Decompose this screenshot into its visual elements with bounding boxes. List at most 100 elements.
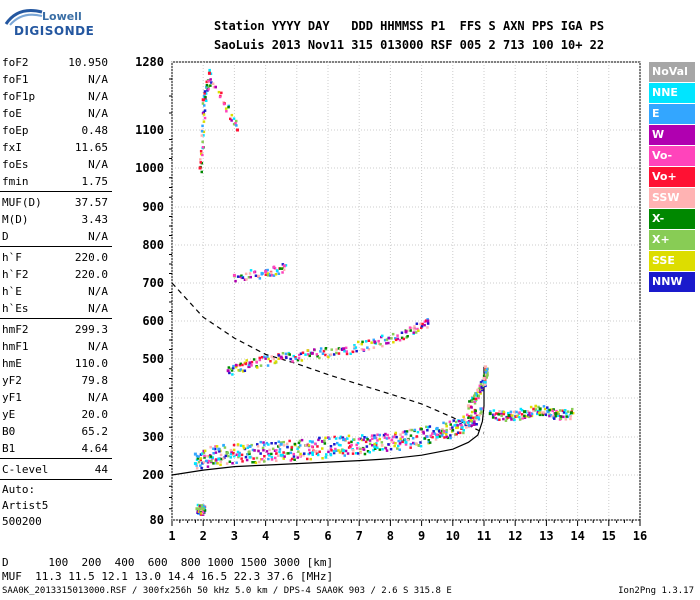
echo-point [289,451,293,455]
echo-point [195,464,198,467]
echo-point [423,323,426,327]
echo-point [275,449,278,452]
echo-point [306,457,309,461]
param-divider [0,246,112,247]
echo-point [271,447,275,451]
echo-point [206,455,209,458]
echo-point [456,426,460,429]
param-name: yF2 [2,374,22,387]
echo-point [452,419,455,422]
echo-point [278,444,281,447]
echo-point [232,364,235,368]
echo-point [207,79,210,83]
echo-point [244,362,247,366]
echo-point [296,358,300,362]
echo-point [426,319,430,323]
echo-point [217,447,221,451]
echo-point [207,88,210,91]
echo-point [247,276,251,279]
echo-point [240,457,243,460]
echo-point [343,454,346,457]
echo-point [368,442,372,446]
echo-point [304,353,307,356]
echo-point [319,350,322,353]
echo-point [218,450,221,453]
echo-point [250,364,253,367]
echo-point [289,459,293,462]
echo-point [473,420,476,423]
echo-point [294,357,298,360]
echo-point [209,455,213,458]
echo-point [316,453,320,457]
echo-point [339,444,342,447]
echo-point [540,411,544,414]
param-value: N/A [88,90,108,103]
echo-point [201,98,205,102]
echo-point [292,354,295,358]
param-row-he: h`E N/A [0,283,112,300]
echo-point [529,414,532,418]
echo-point [532,409,535,412]
echo-point [200,512,203,515]
echo-point [268,448,271,452]
echo-point [242,446,246,450]
echo-point [542,405,546,408]
echo-point [404,430,407,433]
echo-point [321,447,324,450]
echo-point [439,431,442,435]
echo-point [201,102,205,105]
echo-point [339,435,343,439]
echo-point [462,415,465,418]
echo-point [264,270,268,274]
echo-point [200,504,204,507]
echo-point [365,445,369,448]
echo-point [397,444,400,448]
echo-point [428,441,432,444]
echo-point [518,415,521,419]
echo-point [360,342,363,346]
param-value: 10.950 [68,56,108,69]
echo-point [477,394,480,398]
echo-point [571,407,574,411]
param-value: 1.75 [81,175,109,188]
echo-point [556,411,559,414]
echo-point [392,341,395,344]
echo-point [338,436,342,440]
param-row-hes: h`Es N/A [0,300,112,317]
echo-point [288,353,291,356]
echo-point [345,352,349,356]
echo-point [481,388,484,392]
echo-point [479,412,482,415]
echo-point [298,439,302,443]
echo-point [460,424,463,427]
echo-point [390,440,394,443]
echo-point [330,348,333,351]
echo-point [542,411,546,414]
echo-point [308,448,311,452]
echo-point [374,447,377,450]
echo-point [237,455,240,459]
echo-point [398,448,401,451]
plot-frame [171,61,641,521]
echo-point [438,430,441,433]
echo-point [415,322,419,325]
param-name: hmF1 [2,340,29,353]
echo-point [231,462,234,465]
y-tick-label: 1100 [135,123,164,137]
echo-point [247,365,250,369]
echo-point [462,417,466,421]
echo-point [478,414,481,417]
y-tick-label: 300 [142,430,164,444]
echo-point [255,456,259,460]
param-value: 37.57 [74,196,108,209]
param-row-hme: hmE 110.0 [0,355,112,372]
echo-point [258,277,262,280]
param-name: fmin [2,175,29,188]
echo-point [426,322,430,325]
param-value: N/A [88,302,108,315]
echo-point [285,356,288,359]
echo-point [421,322,424,326]
echo-point [257,274,260,278]
echo-point [284,352,288,356]
echo-point [342,347,346,351]
